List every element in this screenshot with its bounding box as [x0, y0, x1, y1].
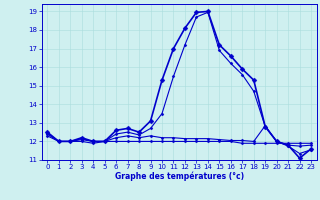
X-axis label: Graphe des températures (°c): Graphe des températures (°c) [115, 172, 244, 181]
